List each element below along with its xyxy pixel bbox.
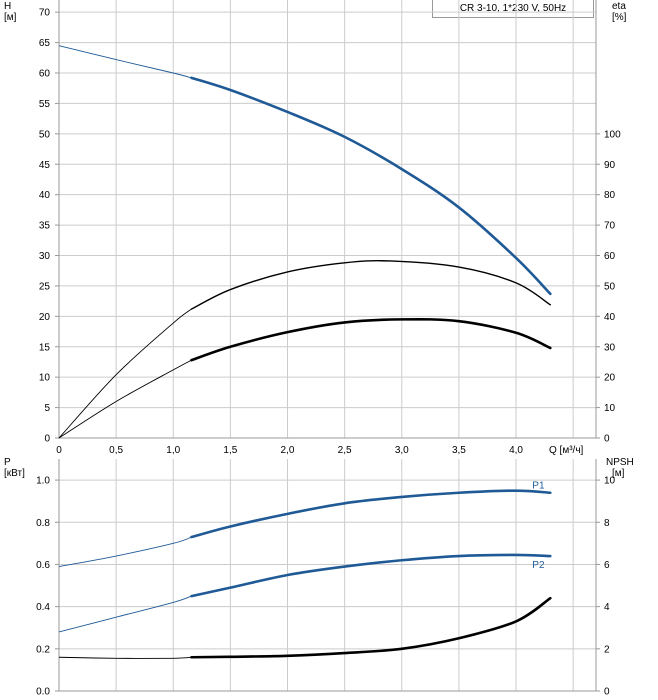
tick-label-left: 40 [39, 190, 51, 201]
series-head [190, 76, 552, 296]
tick-label-left: 0.8 [36, 518, 50, 529]
tick-label-x: 1,0 [166, 445, 180, 456]
series-eta-curve-1-extrapolated [58, 308, 192, 439]
tick-label-right: 40 [604, 312, 616, 323]
tick-label-right: 2 [604, 644, 610, 655]
tick-label-right: 0 [604, 687, 610, 698]
tick-label-right: 70 [604, 221, 616, 232]
tick-label-left: 35 [39, 221, 51, 232]
series-NPSH [190, 596, 552, 659]
tick-label-left: 20 [39, 312, 51, 323]
tick-label-right: 8 [604, 518, 610, 529]
tick-label-left: 65 [39, 38, 51, 49]
series-label-P2: P2 [532, 560, 545, 571]
series-P1 [190, 489, 552, 539]
series-eta-curve-1 [190, 260, 551, 310]
tick-label-left: 0.2 [36, 644, 50, 655]
tick-label-x: 1,5 [223, 445, 237, 456]
tick-label-right: 4 [604, 602, 610, 613]
tick-label-right: 60 [604, 251, 616, 262]
series-P2-extrapolated [58, 595, 192, 633]
tick-label-left: 0.4 [36, 602, 50, 613]
tick-label-x: 0 [56, 445, 62, 456]
tick-label-right: 10 [604, 403, 616, 414]
tick-label-right: 6 [604, 560, 610, 571]
tick-label-x: 0,5 [109, 445, 123, 456]
tick-label-right: 0 [604, 434, 610, 445]
y-right-label: eta [612, 1, 626, 12]
y-right-label: NPSH [606, 457, 634, 468]
head-efficiency-panel: 0 5 10 15 20 25 30 35 40 45 50 55 60 65 70 0 10 20 30 40 50 6… [4, 0, 627, 456]
tick-label-left: 0.6 [36, 560, 50, 571]
tick-label-right: 80 [604, 190, 616, 201]
series-P2 [190, 553, 552, 598]
series-P1-extrapolated [58, 536, 192, 568]
tick-label-left: 45 [39, 160, 51, 171]
y-right-unit: [м] [612, 468, 625, 479]
tick-label-left: 5 [44, 403, 50, 414]
tick-label-left: 50 [39, 129, 51, 140]
tick-label-left: 60 [39, 69, 51, 80]
x-axis-label: Q [м³/ч] [549, 445, 584, 456]
power-npsh-panel: 0.0 0.2 0.4 0.6 0.8 1.0 0 2 4 6 8 10 P[кВт] NPSH[м] P1… [4, 457, 634, 698]
tick-label-x: 4,0 [509, 445, 523, 456]
series-eta-curve-2-extrapolated [58, 359, 192, 439]
tick-label-right: 50 [604, 281, 616, 292]
series-head-extrapolated [58, 45, 192, 79]
series-label-P1: P1 [532, 481, 545, 492]
series-eta-curve-2 [190, 317, 552, 362]
tick-label-left: 55 [39, 99, 51, 110]
tick-label-right: 20 [604, 373, 616, 384]
tick-label-x: 3,0 [395, 445, 409, 456]
tick-label-left: 10 [39, 373, 51, 384]
tick-label-left: 0 [44, 434, 50, 445]
tick-label-left: 70 [39, 8, 51, 19]
tick-label-x: 2,0 [281, 445, 295, 456]
tick-label-left: 1.0 [36, 476, 50, 487]
tick-label-left: 25 [39, 281, 51, 292]
series-NPSH-extrapolated [58, 656, 192, 659]
tick-label-left: 0.0 [36, 687, 50, 698]
y-left-unit: [кВт] [4, 468, 25, 479]
y-left-unit: [м] [4, 12, 17, 23]
tick-label-left: 15 [39, 342, 51, 353]
tick-label-right: 10 [604, 476, 616, 487]
tick-label-right: 30 [604, 342, 616, 353]
y-right-unit: [%] [612, 12, 627, 23]
tick-label-right: 90 [604, 160, 616, 171]
y-left-label: P [4, 457, 11, 468]
tick-label-left: 30 [39, 251, 51, 262]
tick-label-right: 100 [604, 129, 621, 140]
chart-title: CR 3-10, 1*230 V, 50Hz [432, 0, 594, 18]
tick-label-x: 2,5 [338, 445, 352, 456]
y-left-label: H [4, 1, 11, 12]
tick-label-x: 3,5 [452, 445, 466, 456]
